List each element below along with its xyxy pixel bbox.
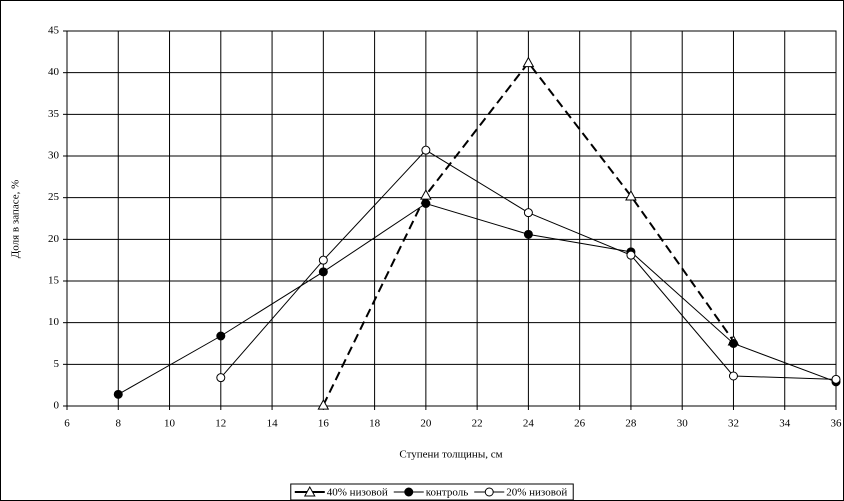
x-tick-label: 18 (369, 418, 381, 430)
legend: 40% низовой контроль 20% низовой (290, 483, 574, 501)
x-tick-label: 32 (728, 418, 739, 430)
marker (728, 371, 738, 381)
marker (318, 267, 328, 277)
marker (484, 487, 494, 497)
x-tick-label: 8 (116, 418, 122, 430)
y-tick-label: 10 (48, 316, 60, 328)
marker (626, 250, 636, 260)
marker (831, 374, 841, 384)
marker (216, 373, 226, 383)
x-axis-label: Ступени толщины, см (399, 449, 502, 461)
y-tick-label: 15 (48, 275, 60, 287)
series-line (118, 202, 837, 395)
x-tick-label: 26 (574, 418, 586, 430)
x-tick-label: 34 (779, 418, 791, 430)
marker (523, 208, 533, 218)
legend-label: 40% низовой (327, 487, 388, 499)
y-tick-label: 20 (48, 233, 60, 245)
y-axis-label: Доля в запасе, % (10, 180, 22, 259)
y-tick-label: 35 (48, 108, 60, 120)
legend-label: контроль (426, 487, 468, 499)
x-tick-label: 36 (831, 418, 843, 430)
y-tick-label: 25 (48, 191, 60, 203)
marker (216, 331, 226, 341)
marker (317, 399, 330, 410)
marker (421, 199, 431, 208)
x-tick-label: 20 (420, 418, 432, 430)
marker (113, 389, 123, 399)
x-tick-label: 16 (318, 418, 330, 430)
x-tick-label: 28 (625, 418, 637, 430)
y-tick-label: 5 (54, 358, 60, 370)
marker (404, 487, 414, 497)
x-tick-label: 6 (64, 418, 70, 430)
x-tick-label: 14 (267, 418, 279, 430)
x-tick-label: 10 (164, 418, 176, 430)
x-tick-label: 24 (523, 418, 535, 430)
marker (728, 339, 738, 348)
plot-area (66, 30, 837, 407)
y-tick-label: 45 (48, 25, 60, 37)
legend-box (290, 483, 574, 501)
legend-label: 20% низовой (506, 487, 567, 499)
y-tick-label: 30 (48, 150, 60, 162)
y-tick-label: 0 (54, 400, 60, 412)
y-tick-label: 40 (48, 66, 60, 78)
marker (421, 145, 431, 155)
marker (318, 255, 328, 265)
x-tick-label: 22 (472, 418, 483, 430)
x-tick-label: 30 (677, 418, 689, 430)
series-line (322, 61, 735, 406)
x-tick-label: 12 (215, 418, 226, 430)
marker (303, 485, 316, 497)
marker (625, 189, 637, 201)
marker (522, 56, 535, 68)
marker (523, 229, 533, 239)
